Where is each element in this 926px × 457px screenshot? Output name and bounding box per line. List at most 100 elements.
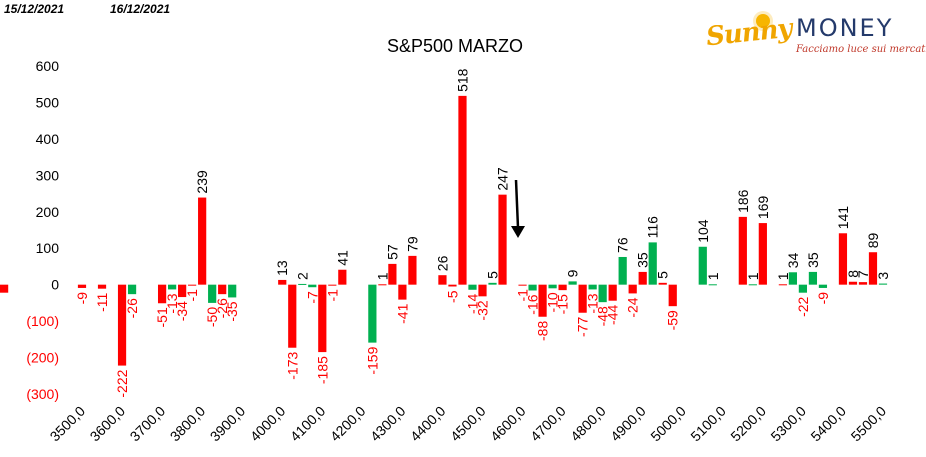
x-tick-label: 4500,0 [447,403,489,445]
y-tick-label: 300 [36,167,60,183]
x-tick-label: 5200,0 [727,403,769,445]
bar [438,275,447,285]
bar [708,284,717,286]
x-tick-label: 5500,0 [848,403,890,445]
bar [738,216,747,285]
bar-value-label: -59 [665,310,681,330]
bar-value-label: -185 [314,356,330,384]
bar [208,284,217,303]
bar-value-label: 57 [384,244,400,260]
x-tick-label: 4300,0 [367,403,409,445]
arrow-shaft [514,179,520,229]
bar [878,283,888,285]
bar [127,284,137,295]
bar [318,284,327,353]
bar-value-label: 79 [404,236,420,252]
bar [117,284,127,366]
x-tick-label: 3600,0 [87,403,129,445]
bar-value-label: -7 [304,291,320,304]
x-tick-label: 5300,0 [767,403,809,445]
bar [448,284,457,287]
bars-group [0,95,888,366]
bar-value-label: 141 [835,206,851,230]
bar-value-label: 76 [615,237,631,253]
bar [628,284,637,294]
bar-value-label: -13 [585,293,601,313]
arrow-head [511,226,525,238]
bar [338,269,347,285]
bar [698,246,707,285]
bar [278,279,287,285]
bar [778,284,787,286]
bar-value-label: -1 [184,289,200,302]
bar [598,284,607,303]
x-tick-label: 4200,0 [327,403,369,445]
date-start: 15/12/2021 [4,2,65,16]
bar [858,282,868,285]
y-tick-label: (100) [26,313,59,329]
y-tick-label: (300) [26,386,59,402]
bar [388,263,397,285]
bar-value-label: 1 [705,272,721,280]
bar-value-label: -173 [284,352,300,380]
bar-value-label: -51 [154,307,170,327]
y-tick-label: 200 [36,204,60,220]
x-tick-label: 5400,0 [807,403,849,445]
bar-value-label: -34 [174,301,190,321]
bar-value-label: 35 [635,252,651,268]
bar-value-label: 5 [485,271,501,279]
bar-value-label: 5 [655,271,671,279]
bar [218,284,227,295]
bar [798,284,807,293]
bar-value-label: 104 [695,219,711,243]
bar [378,284,387,286]
bar-labels-group: -9 -11-222-26 -51-13-34-1239-50-26-3513-17… [0,68,891,397]
bar [188,284,197,286]
bar-value-label: -50 [204,307,220,327]
bar [638,271,647,285]
bar-value-label: -26 [124,298,140,318]
y-tick-label: 600 [36,58,60,74]
bar-value-label: 26 [434,255,450,271]
bar-value-label: -222 [114,369,130,397]
bar-value-label: -22 [795,296,811,316]
x-tick-label: 3800,0 [167,403,209,445]
bar-value-label: 35 [805,252,821,268]
x-tick-label: 4700,0 [527,403,569,445]
bar [298,283,307,285]
bar-value-label: -41 [394,303,410,323]
bar [788,272,797,285]
bar [528,284,537,291]
bar-value-label: -77 [575,317,591,337]
bar [578,284,587,313]
sun-icon [756,14,770,28]
bar-value-label: 89 [865,232,881,248]
bar-value-label: 239 [194,170,210,194]
bar-value-label: -35 [224,301,240,321]
x-tick-label: 4400,0 [407,403,449,445]
bar [808,271,818,285]
bar-value-label: 1 [374,272,390,280]
bar-value-label: 2 [294,272,310,280]
y-axis: 600 500 400 300 200 100 0 (100) (200) (300) [26,58,59,402]
bar-value-label: -15 [555,294,571,314]
bar [668,284,677,307]
date-end: 16/12/2021 [110,2,171,16]
bar-value-label: -11 [94,292,110,311]
y-tick-label: (200) [26,350,59,366]
bar [568,281,577,285]
bar-value-label: 186 [735,189,751,213]
bar-value-label: -1 [324,289,340,302]
bar [0,284,9,293]
bar [588,284,597,290]
bar [478,284,487,297]
bar-value-label: -5 [444,290,460,303]
bar-value-label: 9 [565,269,581,277]
bar-value-label: -14 [464,294,480,314]
y-tick-label: 400 [36,131,60,147]
bar [848,281,858,285]
x-tick-label: 3500,0 [47,403,89,445]
bar [608,284,617,301]
bar [488,282,497,285]
